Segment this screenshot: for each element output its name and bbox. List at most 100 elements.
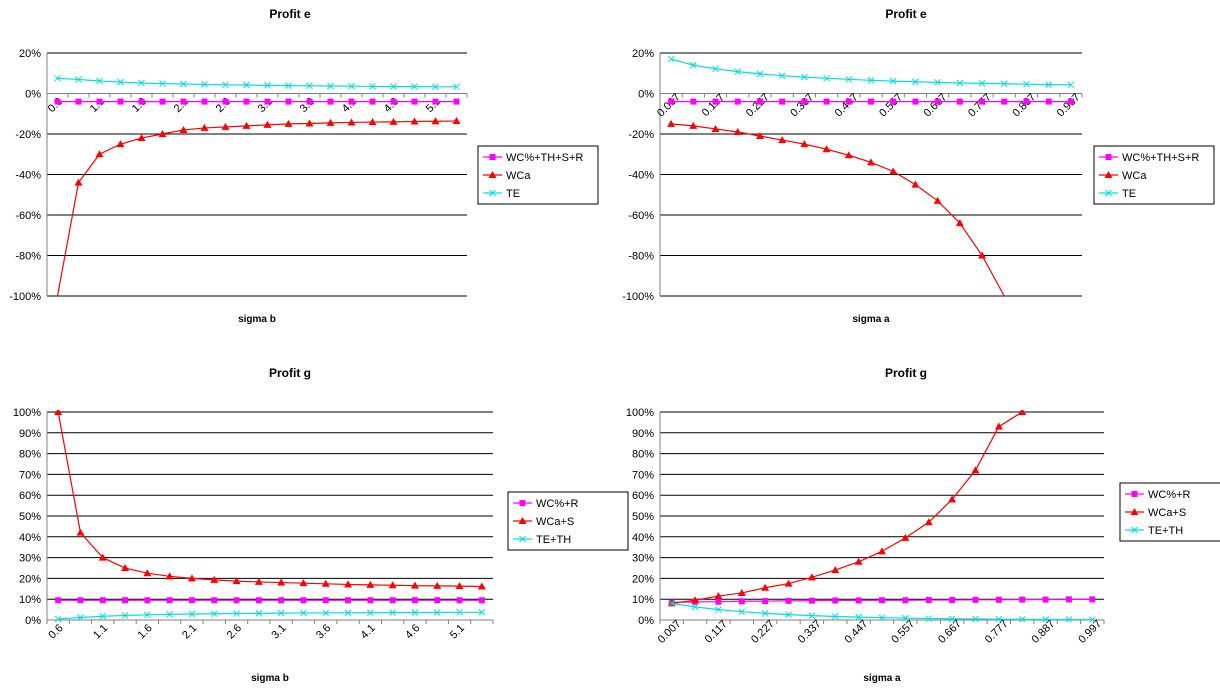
- data-point: [879, 597, 885, 604]
- data-point: [800, 140, 809, 148]
- x-tick-label: 0.557: [877, 91, 905, 119]
- data-point: [971, 466, 980, 474]
- data-point: [243, 98, 250, 105]
- data-point: [117, 78, 124, 86]
- data-point: [1067, 98, 1074, 105]
- data-point: [1045, 81, 1053, 88]
- data-point: [948, 615, 956, 622]
- data-point: [326, 118, 335, 126]
- legend: WC%+R WCa+S TE+TH: [507, 491, 629, 551]
- data-point: [144, 597, 151, 604]
- data-point: [233, 610, 240, 617]
- data-point: [737, 588, 746, 596]
- data-point: [75, 76, 82, 83]
- legend-label: WCa: [506, 170, 531, 182]
- data-point: [143, 611, 151, 619]
- data-point: [221, 122, 230, 130]
- data-point: [738, 598, 745, 605]
- data-point: [411, 98, 418, 105]
- y-tick-label: 0%: [638, 89, 654, 101]
- data-point: [823, 98, 830, 105]
- x-axis-title: sigma b: [251, 673, 289, 684]
- y-tick-label: 60%: [632, 490, 654, 502]
- data-point: [300, 597, 307, 604]
- data-point: [867, 158, 875, 166]
- data-point: [478, 597, 485, 604]
- legend-marker: [1130, 508, 1139, 515]
- x-tick-label: 1.6: [136, 622, 155, 641]
- data-point: [712, 98, 719, 105]
- data-point: [823, 74, 830, 82]
- y-tick-label: 30%: [19, 553, 41, 565]
- data-point: [972, 596, 979, 603]
- data-point: [715, 606, 722, 613]
- data-point: [455, 582, 464, 590]
- data-point: [54, 410, 63, 415]
- series-line: [671, 411, 1023, 604]
- data-point: [902, 597, 909, 604]
- data-point: [348, 98, 355, 105]
- data-point: [714, 592, 723, 600]
- data-point: [411, 597, 418, 604]
- data-point: [74, 178, 83, 186]
- data-point: [434, 597, 441, 604]
- data-point: [994, 422, 1003, 430]
- data-point: [121, 612, 129, 619]
- data-point: [738, 608, 746, 616]
- data-point: [121, 564, 130, 571]
- legend-label: TE+TH: [1148, 525, 1183, 537]
- data-point: [432, 83, 439, 91]
- data-point: [232, 577, 241, 585]
- data-point: [689, 121, 698, 129]
- legend-marker: [488, 171, 497, 178]
- y-tick-label: -100%: [9, 291, 41, 303]
- data-point: [179, 125, 188, 133]
- data-point: [453, 83, 460, 91]
- data-point: [756, 98, 763, 105]
- data-point: [222, 81, 229, 89]
- y-tick-label: -20%: [15, 129, 41, 141]
- y-tick-label: -100%: [622, 291, 654, 303]
- legend-label: WC%+TH+S+R: [506, 152, 583, 164]
- y-tick-label: 10%: [632, 594, 654, 606]
- data-point: [808, 612, 816, 619]
- data-point: [285, 98, 292, 105]
- data-point: [390, 98, 397, 105]
- y-tick-label: 70%: [632, 469, 654, 481]
- legend-marker: [1105, 189, 1112, 197]
- data-point: [911, 180, 920, 188]
- data-point: [165, 572, 174, 580]
- series-line: [56, 120, 457, 297]
- data-point: [390, 83, 397, 90]
- data-point: [1067, 81, 1075, 89]
- data-point: [949, 597, 956, 604]
- y-tick-label: 20%: [632, 573, 654, 585]
- data-point: [785, 611, 792, 618]
- data-point: [822, 145, 831, 153]
- chart-title: Profit g: [269, 366, 311, 380]
- x-tick-label: 4.1: [359, 622, 378, 641]
- data-point: [995, 615, 1003, 622]
- y-tick-label: 0%: [25, 89, 41, 101]
- data-point: [345, 597, 352, 604]
- data-point: [410, 581, 419, 589]
- data-point: [116, 140, 125, 148]
- data-point: [452, 117, 461, 125]
- data-point: [264, 98, 271, 105]
- chart-3: Profit g 0% 10% 20% 30% 40% 50% 60% 70% 80% 90% 100…: [13, 366, 629, 684]
- y-tick-label: 90%: [19, 428, 41, 440]
- legend-marker: [1131, 491, 1138, 497]
- data-point: [925, 615, 933, 622]
- legend-marker: [1105, 154, 1112, 160]
- legend-label: WC%+R: [536, 498, 579, 510]
- data-point: [99, 612, 107, 620]
- data-point: [278, 597, 285, 604]
- legend-label: TE+TH: [536, 534, 571, 546]
- data-point: [55, 597, 62, 604]
- x-tick-label: 0.6: [46, 622, 65, 641]
- data-point: [1000, 80, 1008, 88]
- data-point: [285, 82, 292, 89]
- x-tick-label: 3.1: [269, 622, 288, 641]
- chart-title: Profit e: [269, 7, 311, 21]
- data-point: [478, 608, 486, 616]
